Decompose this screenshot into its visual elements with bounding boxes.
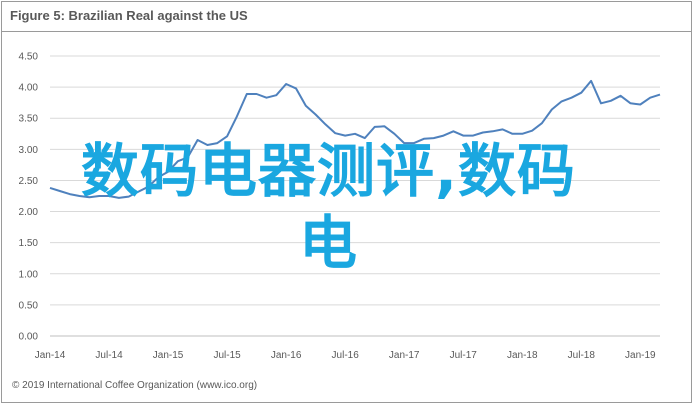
watermark-overlay: 数码电器测评,数码 电 bbox=[0, 135, 695, 279]
overlay-line-2: 电 bbox=[298, 209, 358, 277]
x-tick-label: Jul-15 bbox=[213, 350, 241, 361]
x-tick-label: Jul-18 bbox=[568, 350, 596, 361]
series-line bbox=[49, 79, 661, 199]
x-tick-label: Jan-15 bbox=[153, 350, 184, 361]
y-tick-label: 0.50 bbox=[19, 300, 39, 311]
x-tick-label: Jan-18 bbox=[507, 350, 538, 361]
y-tick-label: 3.00 bbox=[19, 145, 39, 156]
y-tick-label: 2.00 bbox=[19, 207, 39, 218]
chart-title: Figure 5: Brazilian Real against the US bbox=[10, 8, 248, 23]
x-tick-label: Jul-16 bbox=[332, 350, 360, 361]
y-tick-label: 0.00 bbox=[19, 332, 39, 343]
y-tick-label: 4.00 bbox=[19, 83, 39, 94]
x-tick-label: Jul-17 bbox=[450, 350, 478, 361]
x-tick-label: Jul-14 bbox=[95, 350, 123, 361]
series-group bbox=[49, 79, 661, 199]
y-tick-label: 1.50 bbox=[19, 238, 39, 249]
x-tick-label: Jan-17 bbox=[389, 350, 420, 361]
x-axis-ticks: Jan-14 Jul-14 Jan-15 Jul-15 Jan-16 Jul-16 Jan-… bbox=[35, 350, 656, 361]
y-tick-label: 3.50 bbox=[19, 114, 39, 125]
x-tick-label: Jan-14 bbox=[35, 350, 66, 361]
x-tick-label: Jan-19 bbox=[625, 350, 656, 361]
overlay-line-1: 数码电器测评,数码 bbox=[80, 137, 577, 205]
title-divider bbox=[1, 31, 692, 32]
y-tick-label: 1.00 bbox=[19, 269, 39, 280]
copyright-notice: © 2019 International Coffee Organization… bbox=[12, 380, 258, 391]
gridlines bbox=[50, 55, 660, 337]
y-tick-label: 2.50 bbox=[19, 176, 39, 187]
y-axis-ticks: 0.00 0.50 1.00 1.50 2.00 2.50 3.00 3.50 4.00 4.50 bbox=[19, 52, 39, 343]
x-tick-label: Jan-16 bbox=[271, 350, 302, 361]
y-tick-label: 4.50 bbox=[19, 52, 39, 63]
